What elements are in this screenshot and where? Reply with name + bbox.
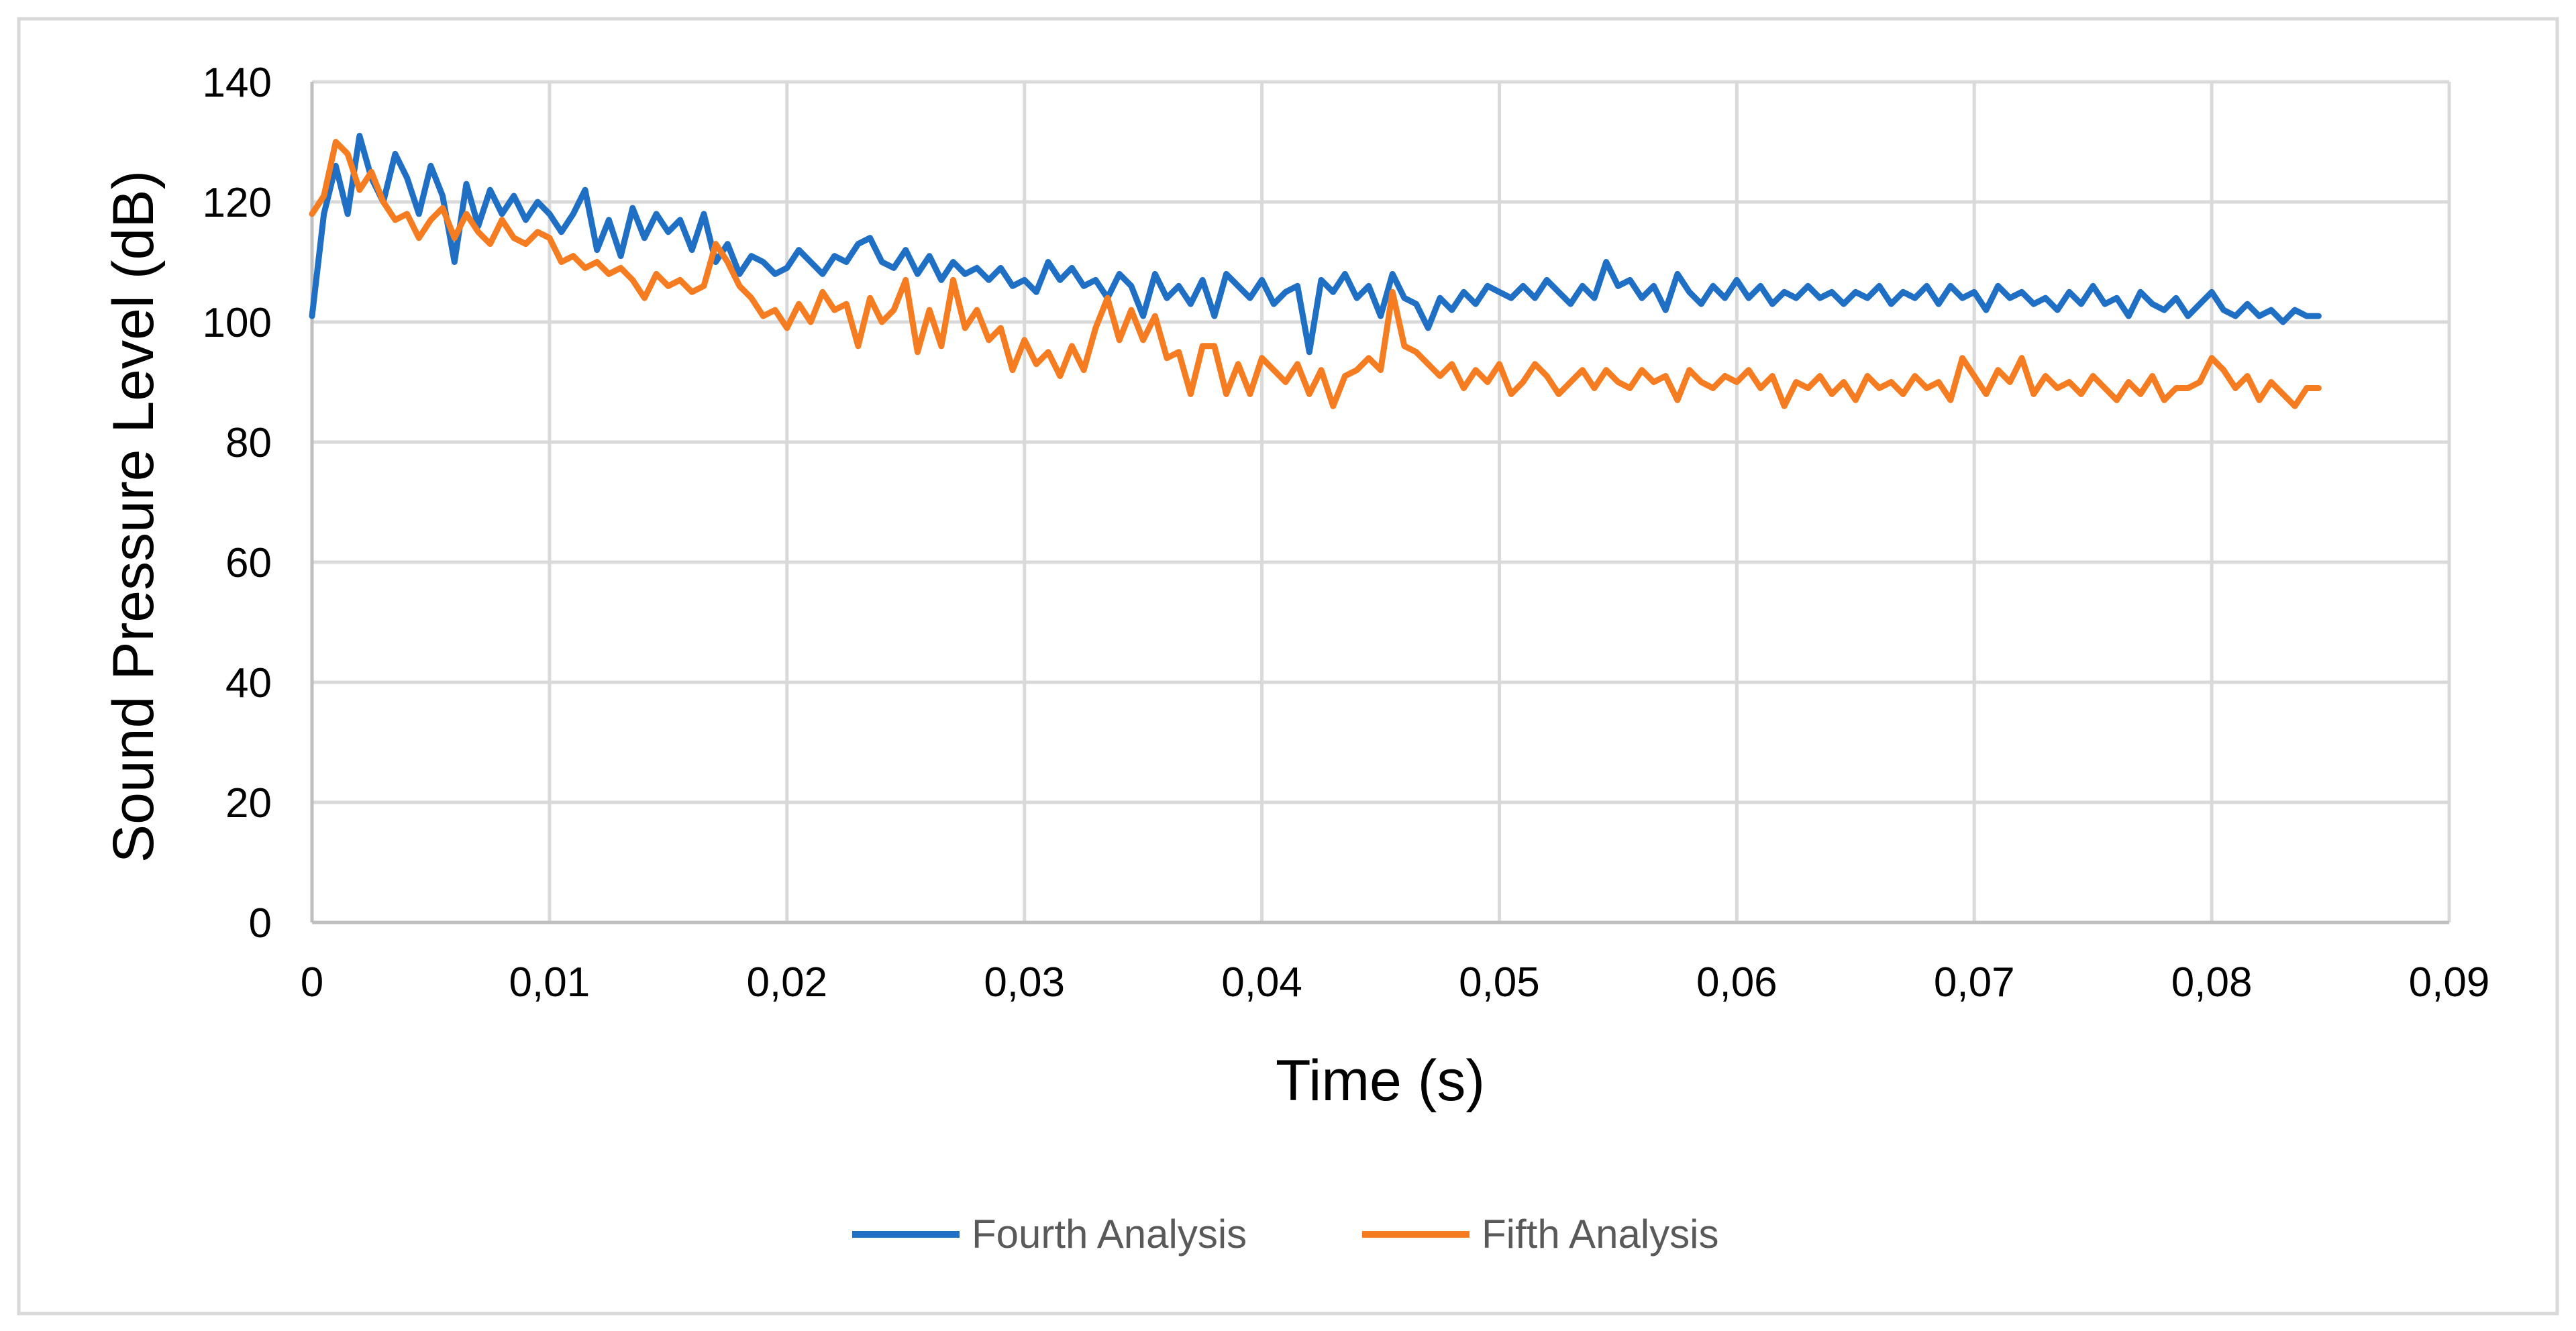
y-tick-labels: 0 20 40 60 80 100 120 140 xyxy=(203,60,272,947)
y-tick-label-140: 140 xyxy=(203,60,272,106)
legend-label-fifth-analysis: Fifth Analysis xyxy=(1482,1212,1718,1257)
x-tick-label-0,06: 0,06 xyxy=(1696,959,1778,1006)
x-tick-label-0,08: 0,08 xyxy=(2171,959,2253,1006)
x-tick-label-0: 0 xyxy=(301,959,323,1006)
x-tick-label-0,09: 0,09 xyxy=(2409,959,2490,1006)
gridlines xyxy=(312,80,2451,922)
x-tick-label-0,03: 0,03 xyxy=(984,959,1065,1006)
x-tick-labels: 0 0,01 0,02 0,03 0,04 0,05 0,06 0,07 0,08 0,09 xyxy=(301,959,2490,1006)
x-axis-title: Time (s) xyxy=(1276,1049,1485,1113)
series-line-fourth-analysis xyxy=(309,133,2322,356)
x-tick-label-0,07: 0,07 xyxy=(1934,959,2015,1006)
x-tick-label-0,04: 0,04 xyxy=(1221,959,1302,1006)
chart-border xyxy=(17,17,2559,1316)
y-tick-label-60: 60 xyxy=(225,540,272,586)
series-line-fifth-analysis xyxy=(309,139,2322,409)
axes xyxy=(310,82,2449,924)
y-tick-label-80: 80 xyxy=(225,420,272,466)
x-tick-label-0,05: 0,05 xyxy=(1459,959,1540,1006)
x-tick-label-0,02: 0,02 xyxy=(746,959,827,1006)
y-tick-label-0: 0 xyxy=(249,900,272,947)
y-tick-label-100: 100 xyxy=(203,300,272,346)
y-tick-label-20: 20 xyxy=(225,780,272,827)
legend: Fourth Analysis Fifth Analysis xyxy=(852,1212,1718,1257)
series-lines xyxy=(309,133,2322,409)
y-axis-title: Sound Pressure Level (dB) xyxy=(101,170,166,863)
x-tick-label-0,01: 0,01 xyxy=(509,959,590,1006)
y-tick-label-40: 40 xyxy=(225,660,272,706)
legend-label-fourth-analysis: Fourth Analysis xyxy=(972,1212,1247,1257)
y-tick-label-120: 120 xyxy=(203,180,272,226)
